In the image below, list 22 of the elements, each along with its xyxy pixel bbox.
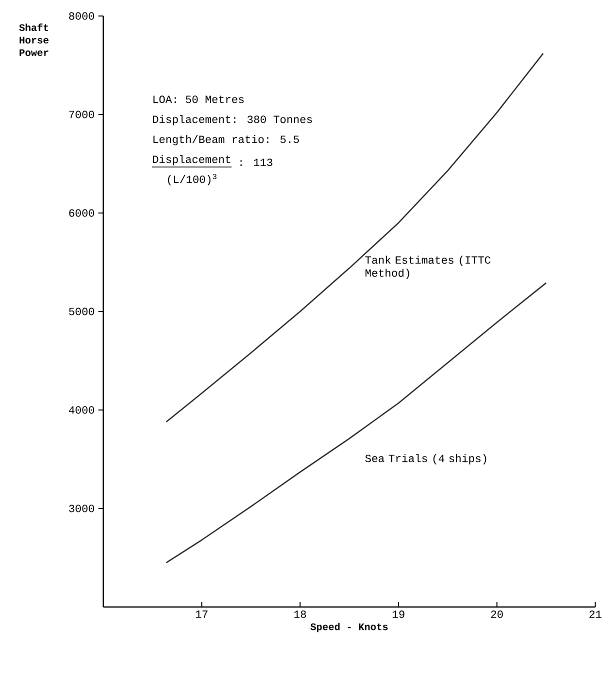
x-tick-label: 21 [589,610,602,618]
x-tick-label: 18 [294,610,306,618]
annotation: : 113 [240,158,272,166]
x-axis-title: Speed - Knots [310,622,388,632]
y-tick-label: 4000 [68,406,94,414]
y-axis-title: Shaft Horse Power [19,24,49,56]
y-tick-label: 7000 [69,110,94,118]
y-tick-label: 3000 [69,504,94,512]
y-tick-label: 6000 [69,209,94,217]
annotation: Length/Beam ratio: 5.5 [153,135,299,146]
annotation: LOA: 50 Metres [153,96,244,104]
y-tick-label: 5000 [69,308,94,316]
series-label: Sea Trials (4 ships) [365,454,486,464]
x-tick-label: 19 [392,610,404,618]
line-series [166,282,547,564]
annotation: Displacement [153,155,230,166]
x-tick-label: 17 [196,610,208,618]
series-label: Tank Estimates (ITTC Method) [365,256,490,279]
annotation: (L/100)$^{3}$ [168,174,216,186]
y-tick-label: 8000 [69,12,94,20]
annotation: Displacement: 380 Tonnes [153,115,312,126]
x-tick-label: 20 [491,610,503,618]
